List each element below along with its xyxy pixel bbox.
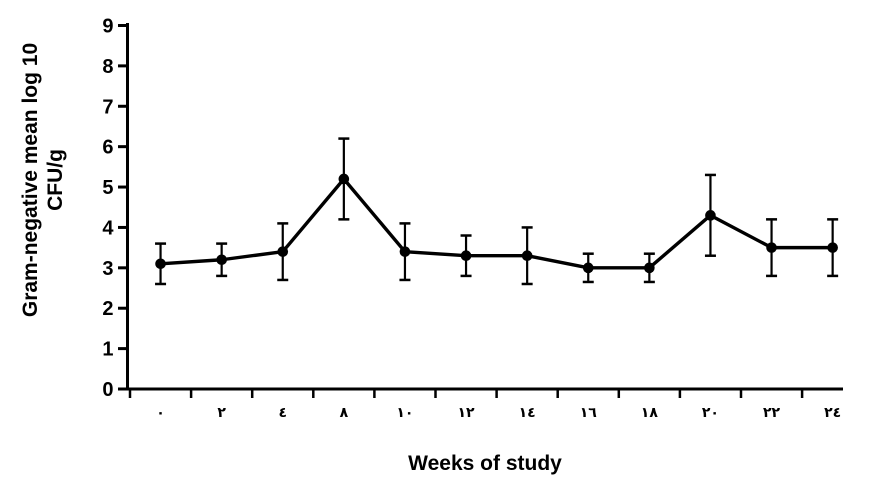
data-point-marker — [216, 254, 227, 266]
data-point-marker — [827, 242, 838, 253]
y-tick-label: 7 — [102, 96, 113, 118]
x-tick-label: ٠ — [156, 404, 165, 420]
data-point-marker — [460, 250, 472, 262]
y-tick-label: 2 — [102, 298, 113, 320]
data-line — [160, 177, 833, 270]
y-tick-label: 8 — [102, 56, 113, 78]
data-point-marker — [399, 246, 411, 257]
y-axis-title-line2: CFU/g — [44, 149, 67, 211]
y-tick-label: 1 — [102, 339, 113, 361]
data-point-marker — [766, 242, 777, 253]
data-point-marker — [644, 262, 655, 274]
x-tick-label: ٢ — [217, 404, 226, 420]
x-tick-label: ١٠ — [396, 404, 413, 420]
x-axis-title: Weeks of study — [408, 452, 562, 475]
x-tick-label: ٢٤ — [824, 404, 841, 420]
data-point-marker — [277, 246, 289, 257]
y-axis-title: Gram-negative mean log 10 CFU/g — [18, 0, 74, 380]
y-tick-label: 9 — [102, 15, 113, 37]
data-point-marker — [582, 262, 594, 274]
x-tick-label: ٢٢ — [763, 404, 781, 420]
y-tick-label: 3 — [102, 258, 113, 280]
data-point-marker — [155, 258, 166, 270]
y-tick-label: 5 — [102, 177, 113, 199]
y-tick-label: 0 — [102, 379, 113, 401]
y-tick-label: 4 — [102, 217, 114, 239]
data-point-marker — [521, 250, 533, 262]
y-axis-title-line1: Gram-negative mean log 10 — [19, 42, 42, 318]
data-point-marker — [705, 210, 716, 221]
data-point-marker — [338, 173, 350, 185]
x-tick-label: ١٤ — [519, 404, 536, 420]
x-tick-label: ٤ — [278, 404, 287, 420]
x-tick-label: ١٨ — [641, 404, 659, 420]
x-tick-label: ٨ — [340, 404, 349, 420]
x-tick-label: ١٢ — [458, 404, 476, 420]
x-tick-label: ٢٠ — [702, 404, 719, 420]
y-tick-label: 6 — [102, 137, 113, 159]
x-tick-label: ١٦ — [580, 404, 598, 420]
